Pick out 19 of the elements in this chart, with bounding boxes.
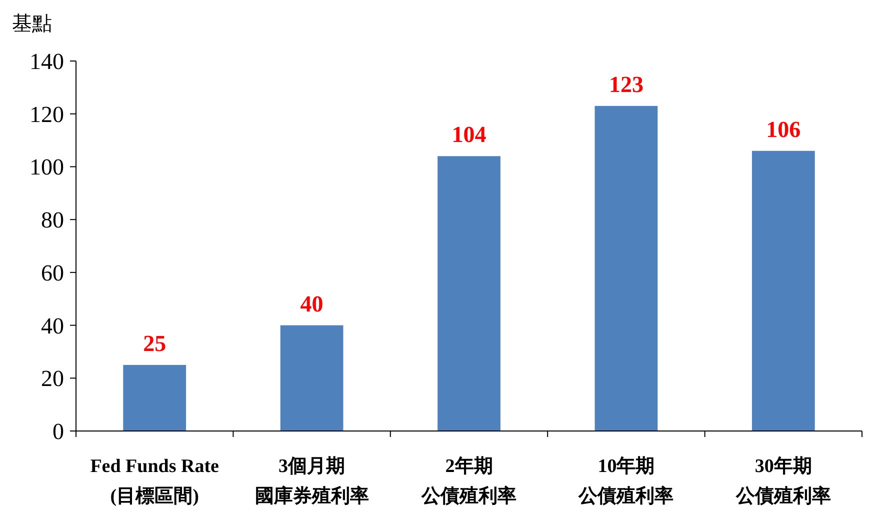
y-axis-title: 基點: [12, 13, 52, 35]
data-label: 123: [608, 72, 644, 97]
x-tick-label: 3個月期國庫券殖利率: [254, 456, 369, 507]
y-tick-label: 100: [30, 154, 64, 180]
y-tick-label: 20: [41, 366, 64, 392]
x-tick-label: 2年期公債殖利率: [420, 456, 516, 507]
x-tick-label: 30年期公債殖利率: [734, 456, 831, 507]
x-tick-label: Fed Funds Rate (目標區間): [90, 456, 219, 507]
y-tick-label: 0: [52, 419, 64, 444]
y-tick-label: 60: [41, 260, 64, 286]
y-tick-label: 40: [41, 313, 64, 338]
data-label: 25: [143, 330, 166, 356]
x-tick-label: 10年期公債殖利率: [578, 456, 674, 507]
y-tick-label: 80: [41, 208, 64, 233]
y-tick-label: 120: [30, 102, 64, 127]
data-label: 104: [452, 122, 487, 148]
y-tick-label: 140: [30, 49, 64, 74]
data-label: 40: [300, 291, 324, 316]
data-label: 106: [766, 116, 801, 142]
